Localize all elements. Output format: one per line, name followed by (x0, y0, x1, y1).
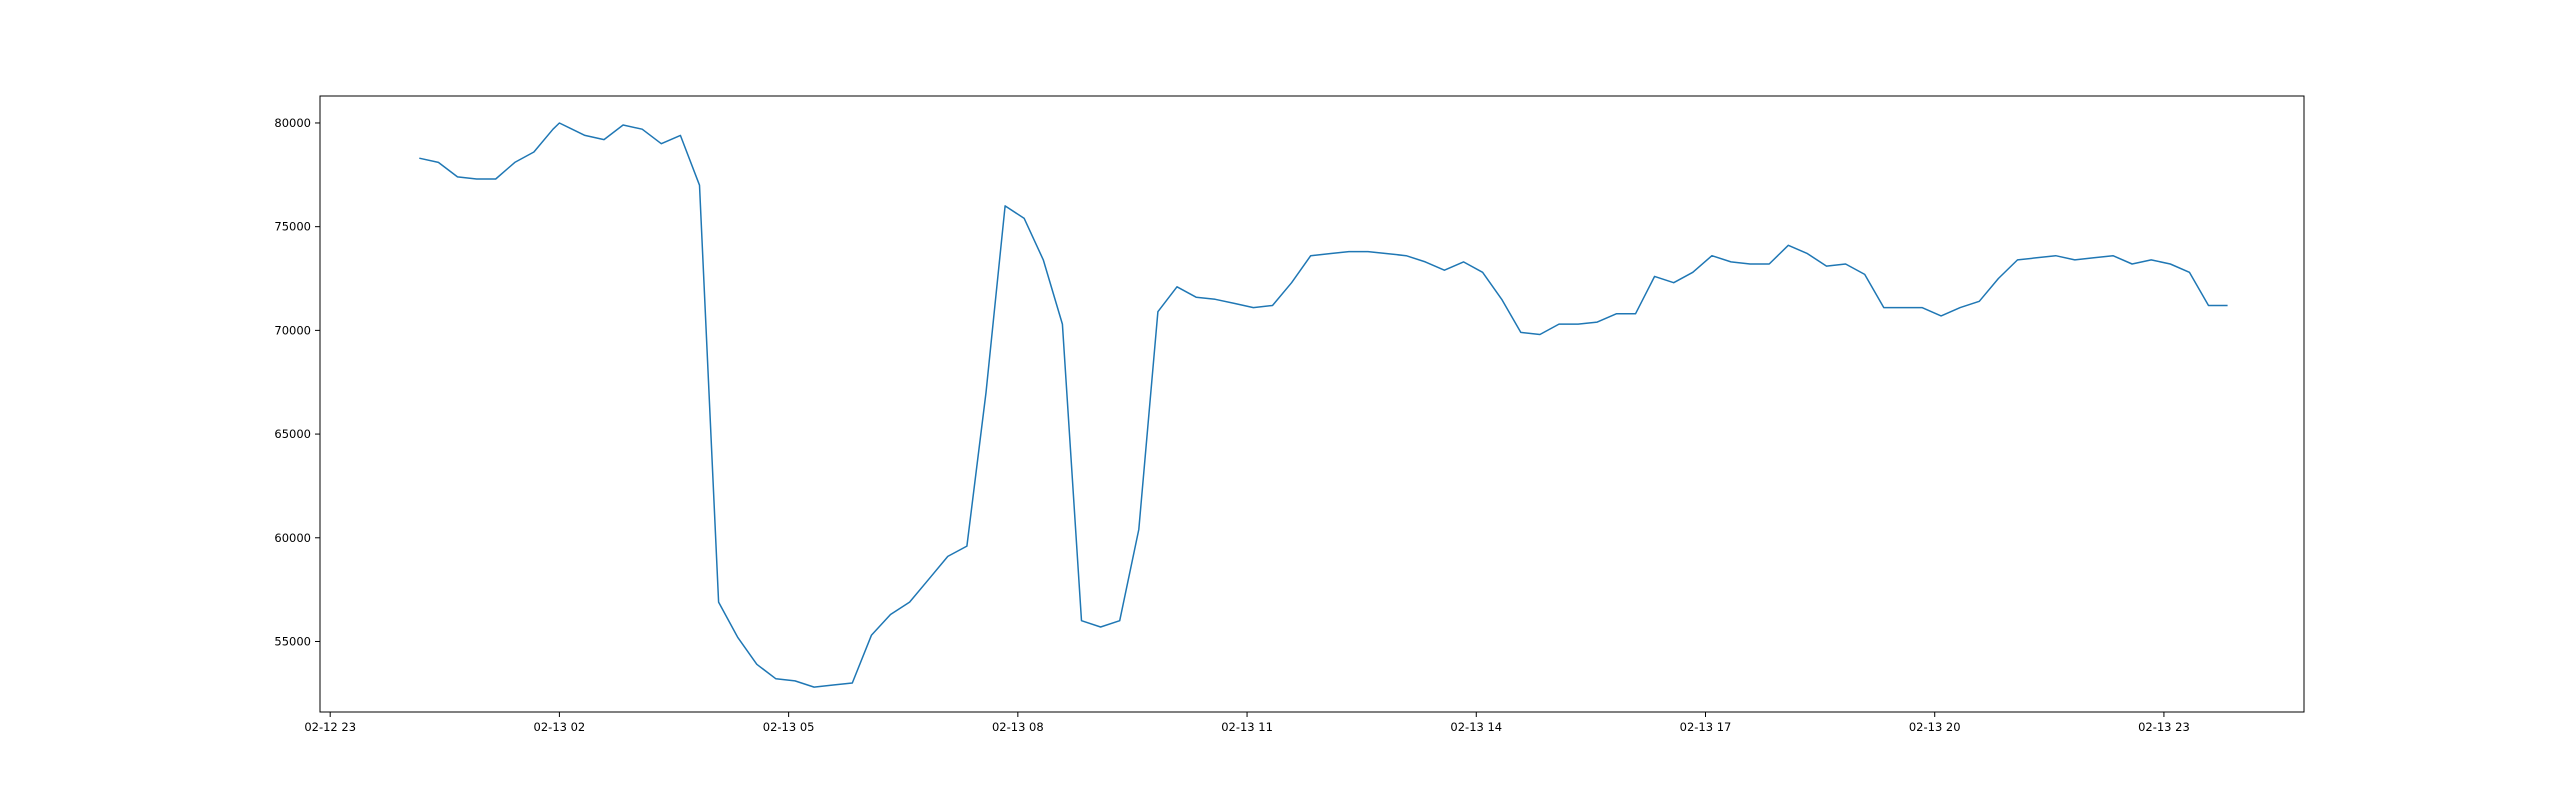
x-tick-label: 02-13 05 (763, 720, 815, 734)
x-tick-label: 02-13 23 (2138, 720, 2190, 734)
x-tick-label: 02-13 11 (1221, 720, 1273, 734)
x-tick-label: 02-13 14 (1450, 720, 1502, 734)
series-line (419, 122, 2228, 688)
x-tick-label: 02-13 08 (992, 720, 1044, 734)
y-tick-label: 70000 (274, 323, 311, 337)
y-tick-label: 75000 (274, 220, 311, 234)
plot-area-frame (319, 95, 2305, 713)
x-axis-ticks: 02-12 23 02-13 02 02-13 05 02-13 08 02-13 11… (304, 712, 2190, 734)
y-tick-label: 60000 (274, 531, 311, 545)
y-tick-label: 65000 (274, 427, 311, 441)
x-tick-label: 02-13 02 (534, 720, 586, 734)
x-tick-label: 02-12 23 (304, 720, 356, 734)
y-tick-label: 80000 (274, 116, 311, 130)
y-axis-ticks: 55000 60000 65000 70000 75000 80000 (274, 116, 320, 648)
x-tick-label: 02-13 17 (1680, 720, 1732, 734)
x-tick-label: 02-13 20 (1909, 720, 1961, 734)
y-tick-label: 55000 (274, 634, 311, 648)
